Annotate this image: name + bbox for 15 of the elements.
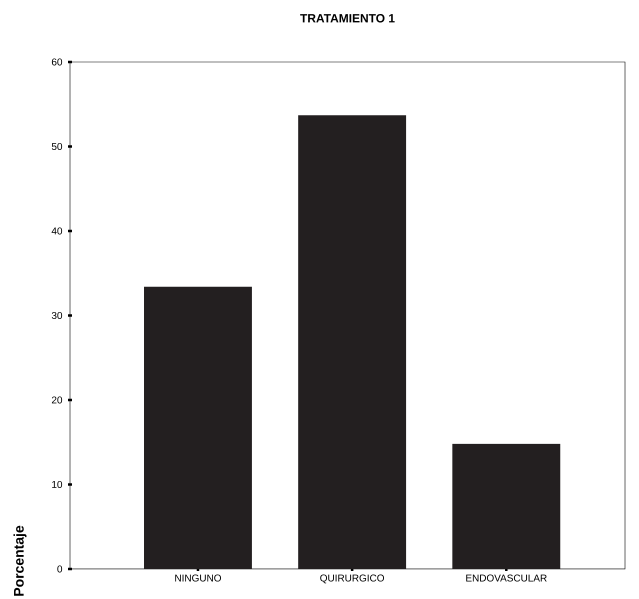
- y-tick-label: 0: [57, 565, 62, 573]
- bar: [144, 286, 252, 569]
- y-tick-label: 40: [52, 227, 62, 235]
- bar: [298, 115, 406, 569]
- y-tick-label: 50: [52, 142, 62, 150]
- x-tick-label: QUIRURGICO: [320, 574, 384, 584]
- y-tick-label: 10: [52, 480, 62, 488]
- y-tick-label: 30: [52, 312, 62, 320]
- x-tick-label: ENDOVASCULAR: [466, 574, 547, 582]
- y-tick-label: 20: [52, 396, 62, 404]
- y-tick-label: 60: [52, 58, 62, 66]
- x-tick-label: NINGUNO: [175, 574, 222, 582]
- bar: [452, 444, 560, 569]
- y-axis-title: Porcentaje: [14, 526, 27, 596]
- chart-title: TRATAMIENTO 1: [300, 14, 395, 22]
